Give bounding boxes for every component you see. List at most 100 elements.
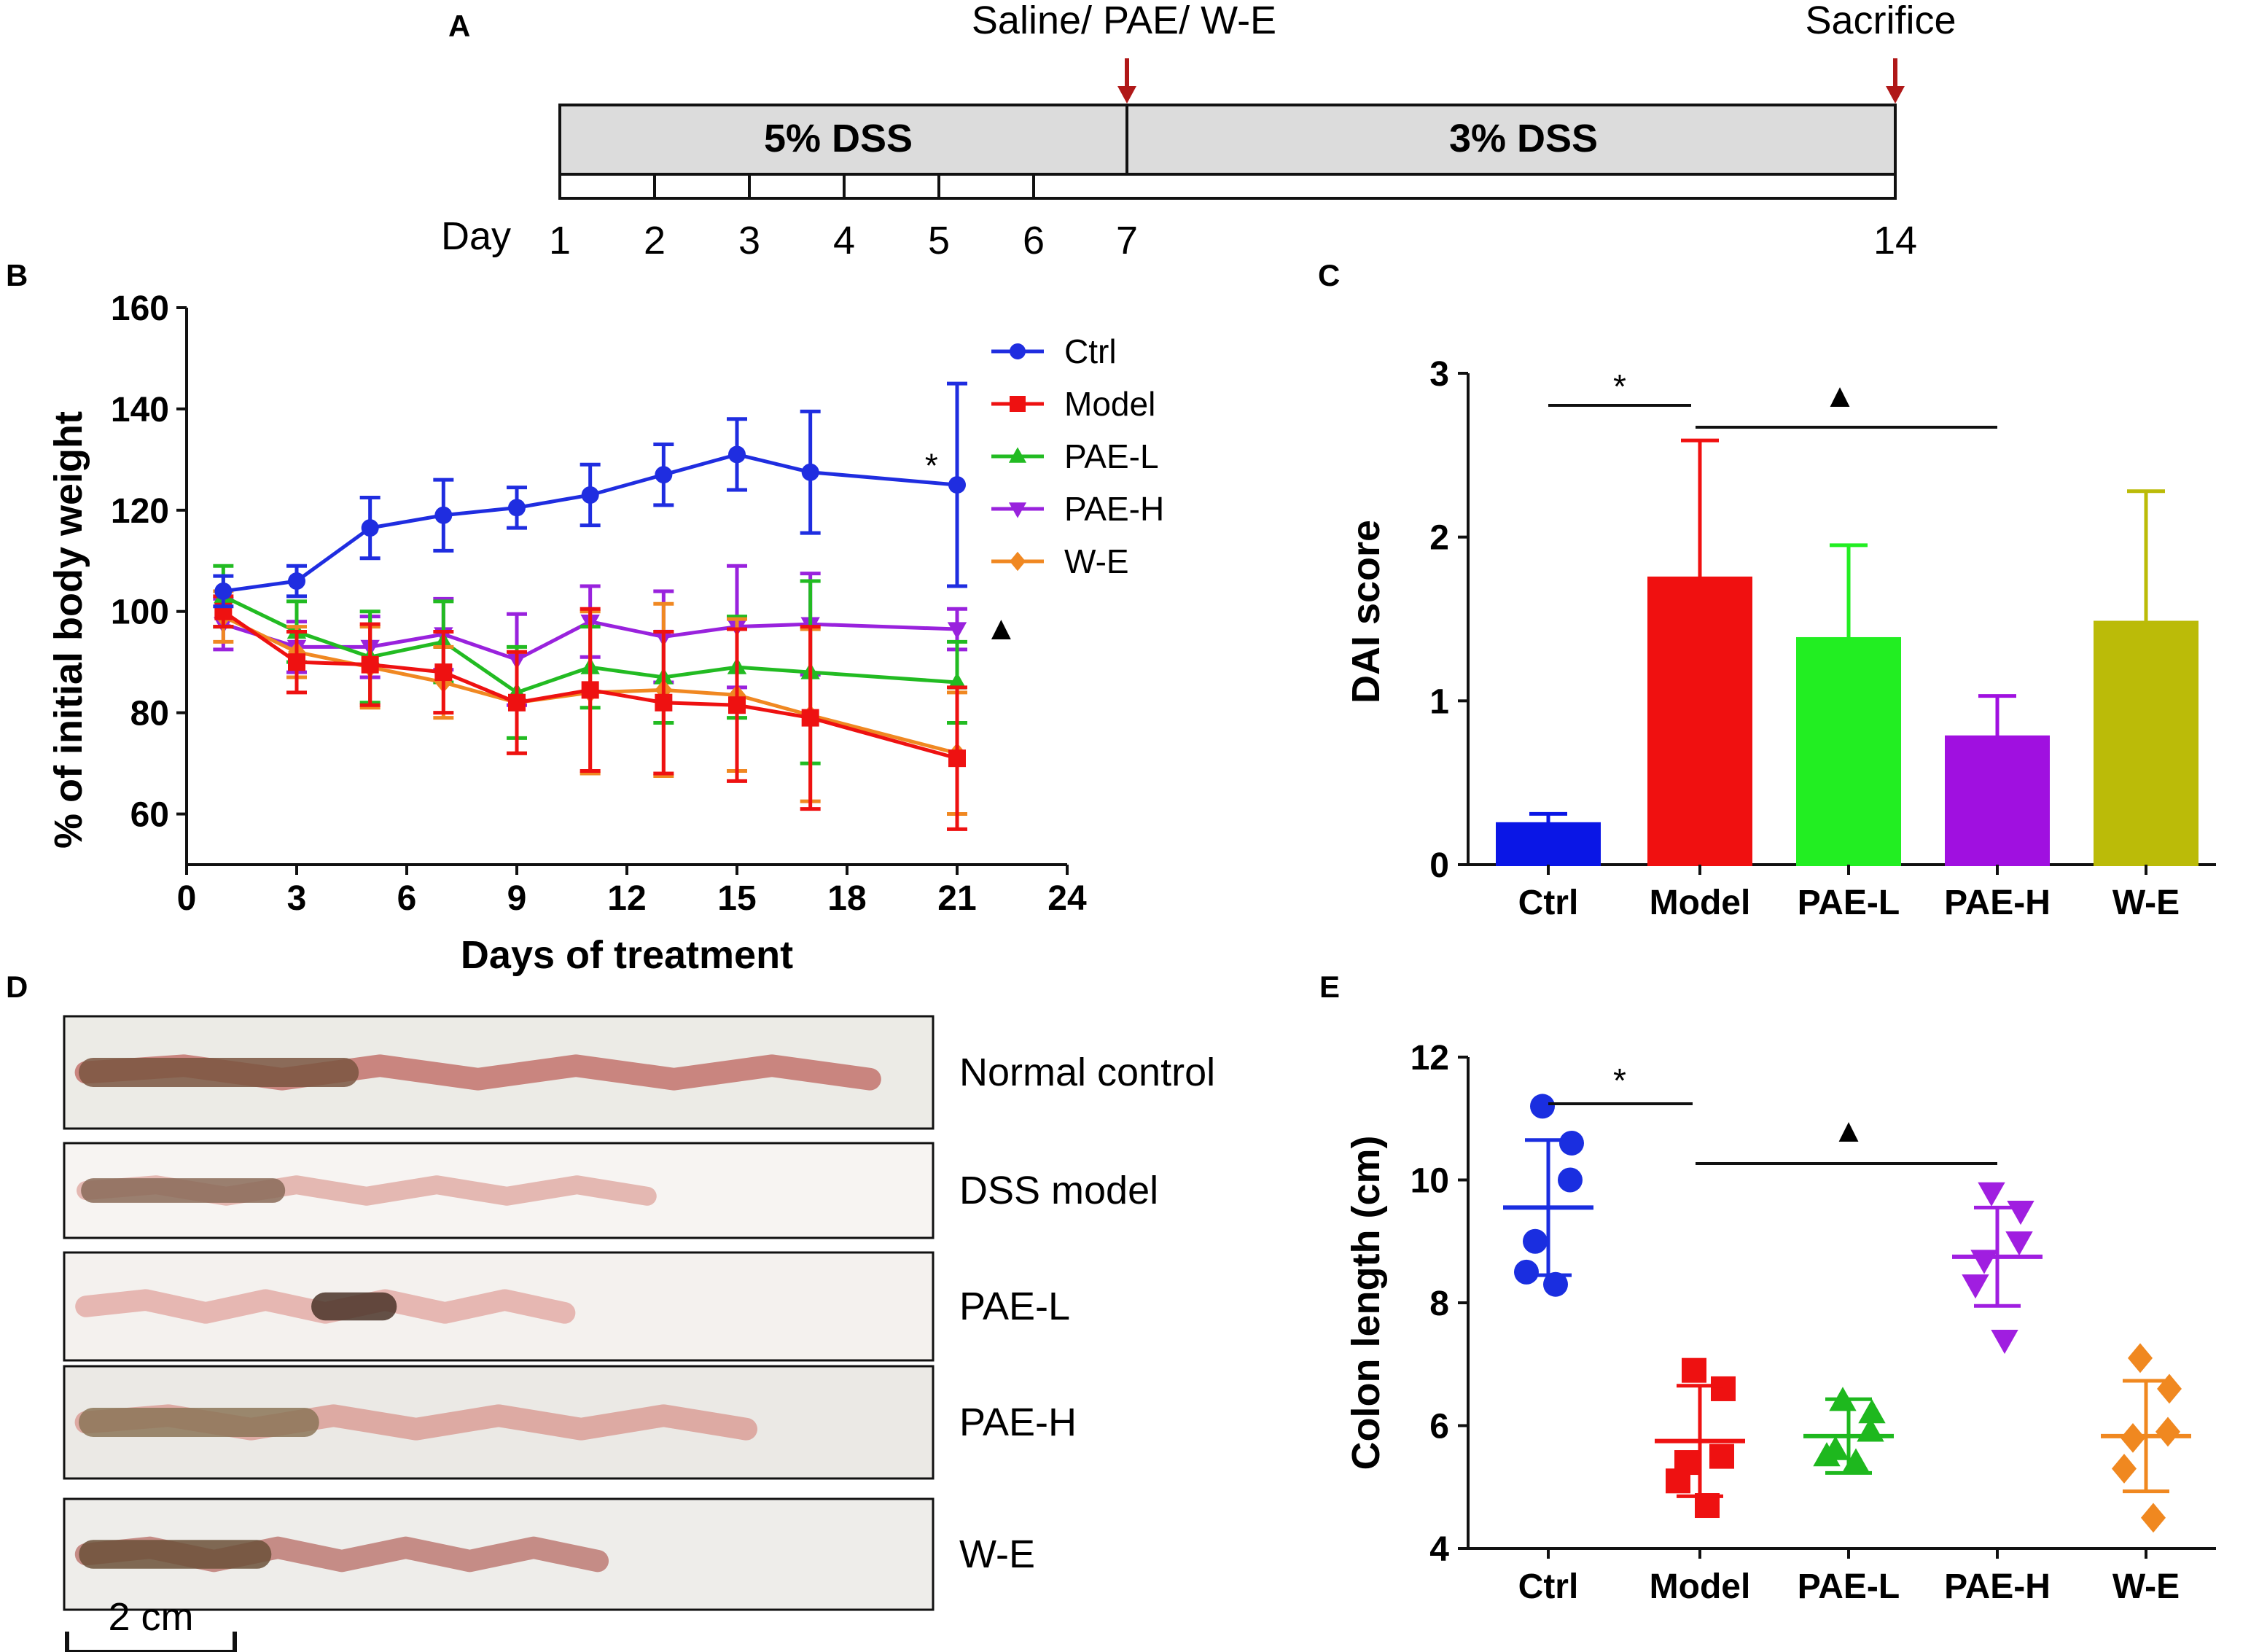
group-model: Model <box>1650 1357 1750 1606</box>
legend-label: W-E <box>1064 542 1129 580</box>
bar <box>1496 822 1601 867</box>
legend-item-model: Model <box>991 385 1155 423</box>
x-tick-label: Ctrl <box>1518 1567 1579 1606</box>
legend-label: Model <box>1064 385 1155 423</box>
data-point <box>1858 1399 1886 1424</box>
data-point <box>1559 1130 1584 1156</box>
panel-label-c: C <box>1318 258 1340 292</box>
day-tick-label: 4 <box>833 219 855 262</box>
x-tick-label: 3 <box>287 879 307 918</box>
colon-length-chart: 4 6 8 10 12 Colon length (cm) Ctrl Model PAE-L PA… <box>1344 1039 2216 1606</box>
x-tick-label: 15 <box>717 879 756 918</box>
sacrifice-label: Sacrifice <box>1805 0 1956 42</box>
panel-label-b: B <box>6 258 28 292</box>
series-line <box>222 619 958 662</box>
data-point <box>2157 1374 2182 1404</box>
bar-pae-l: PAE-L <box>1796 543 1901 922</box>
y-axis-title: % of initial body weight <box>47 411 90 849</box>
x-tick-label: Model <box>1650 884 1751 922</box>
legend-label: Ctrl <box>1064 332 1117 370</box>
x-tick-label: 12 <box>607 879 646 918</box>
arrow-head <box>1886 86 1905 104</box>
x-tick-label: 0 <box>177 879 197 918</box>
significance-star: * <box>1613 367 1626 405</box>
x-tick-label: 6 <box>397 879 417 918</box>
y-tick-label: 80 <box>130 695 169 733</box>
day-label: Day <box>441 214 511 258</box>
y-axis-title: DAI score <box>1344 520 1388 704</box>
photo-row-2: DSS model <box>63 1142 1158 1239</box>
x-tick-label: Ctrl <box>1518 884 1579 922</box>
data-point <box>581 486 599 504</box>
legend-marker <box>1008 502 1027 518</box>
bar-pae-h: PAE-H <box>1944 694 2051 922</box>
bar <box>1796 636 1901 867</box>
bar <box>2094 620 2198 866</box>
panel-label-a: A <box>448 9 470 43</box>
series-line <box>222 594 958 695</box>
phase2-label: 3% DSS <box>1449 117 1598 160</box>
data-point <box>361 519 379 537</box>
x-tick-label: W-E <box>2112 1567 2180 1606</box>
data-point <box>1978 1182 2005 1207</box>
y-tick-label: 1 <box>1429 682 1449 721</box>
group-pae-l: PAE-L <box>1798 1387 1900 1606</box>
day-tick-label: 1 <box>549 219 571 262</box>
data-point <box>2128 1343 2153 1374</box>
body-weight-chart: 0 3 6 9 12 15 18 21 24 60 80 100 120 140 160 Days of tr… <box>47 289 1164 977</box>
legend-item-w-e: W-E <box>991 542 1129 580</box>
data-point <box>728 696 746 714</box>
x-tick-label: PAE-L <box>1798 884 1900 922</box>
photo-row-1: Normal control <box>63 1015 1215 1130</box>
data-point <box>947 672 967 690</box>
photo-row-4: PAE-H <box>63 1365 1077 1480</box>
timeline-bar <box>558 104 1897 176</box>
timeline-day-ticks <box>653 174 1035 198</box>
data-point <box>1962 1274 1989 1299</box>
data-point <box>2007 1201 2034 1226</box>
x-tick-label: 9 <box>507 879 527 918</box>
y-tick-label: 160 <box>111 289 169 328</box>
data-point <box>1514 1259 1539 1285</box>
y-tick-label: 4 <box>1429 1530 1449 1569</box>
data-point <box>1523 1228 1548 1254</box>
y-tick-label: 0 <box>1429 846 1449 885</box>
phase1-label: 5% DSS <box>764 117 913 160</box>
x-tick-label: 21 <box>937 879 976 918</box>
y-tick-label: 140 <box>111 391 169 429</box>
day-tick-label: 3 <box>738 219 760 262</box>
legend-marker <box>1010 551 1026 572</box>
data-point <box>948 476 966 494</box>
significance-triangle: ▲ <box>985 609 1018 647</box>
data-point <box>801 463 819 481</box>
y-tick-label: 2 <box>1429 519 1449 558</box>
legend-marker <box>1010 396 1026 412</box>
series-line <box>222 452 958 593</box>
scale-bar-label: 2 cm <box>108 1595 193 1639</box>
data-point <box>655 466 673 484</box>
significance-star: * <box>1613 1061 1626 1099</box>
data-point <box>434 506 453 524</box>
day-tick-label: 2 <box>644 219 666 262</box>
data-point <box>1530 1094 1555 1119</box>
series-model <box>213 594 967 831</box>
x-axis-title: Days of treatment <box>461 933 793 977</box>
panel-label-e: E <box>1319 970 1340 1004</box>
timeline-day-strip <box>558 173 1897 200</box>
y-tick-label: 6 <box>1429 1408 1449 1446</box>
data-point <box>1842 1448 1870 1473</box>
y-tick-label: 8 <box>1429 1285 1449 1323</box>
day-tick-label: 7 <box>1116 219 1138 262</box>
panel-label-d: D <box>6 970 28 1004</box>
colon-photos-panel: Normal control DSS model PAE-L PAE-H W-E <box>63 1015 1215 1611</box>
data-point <box>581 681 599 699</box>
series-line <box>222 609 958 760</box>
data-point <box>1813 1442 1841 1467</box>
bar <box>1647 576 1752 866</box>
y-tick-label: 3 <box>1429 355 1449 394</box>
timeline-panel: Saline/ PAE/ W-E Sacrifice 5% DSS 3% DSS… <box>441 0 1956 262</box>
data-point <box>508 499 526 517</box>
photo-label: PAE-L <box>959 1285 1070 1328</box>
day-tick-label: 5 <box>928 219 950 262</box>
